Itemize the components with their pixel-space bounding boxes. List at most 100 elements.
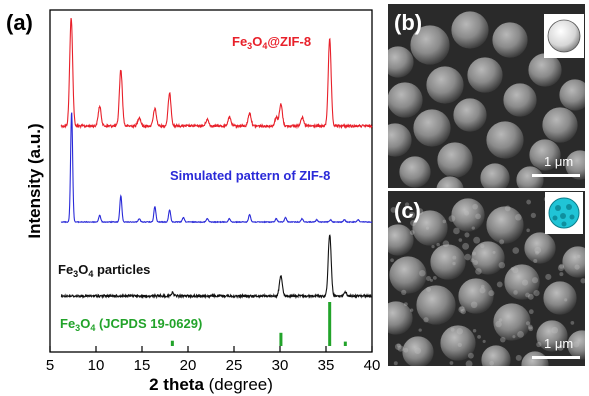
panel-label-a: (a) bbox=[6, 10, 33, 35]
sem-surface-bump bbox=[573, 341, 580, 348]
sem-surface-bump bbox=[530, 212, 536, 218]
x-tick-label: 35 bbox=[318, 357, 335, 374]
sem-particle bbox=[439, 324, 477, 362]
sem-surface-bump bbox=[442, 240, 450, 247]
sem-particle bbox=[485, 205, 525, 245]
sem-surface-bump bbox=[397, 345, 404, 352]
sem-surface-bump bbox=[403, 302, 408, 307]
xrd-traces bbox=[60, 17, 373, 346]
series-label-jcpds: Fe3O4 (JCPDS 19-0629) bbox=[60, 316, 202, 333]
scale-text-b: 1 μm bbox=[544, 154, 573, 169]
sem-particle bbox=[520, 350, 550, 366]
reference-peak-bar bbox=[328, 302, 332, 346]
sem-surface-bump bbox=[557, 264, 565, 272]
sem-surface-bump bbox=[470, 258, 475, 263]
scale-bar-b bbox=[532, 174, 580, 177]
sem-surface-bump bbox=[450, 327, 455, 332]
sem-particle bbox=[527, 52, 563, 88]
sem-particle bbox=[429, 243, 467, 281]
sem-surface-bump bbox=[525, 321, 531, 326]
sem-particle bbox=[450, 197, 486, 233]
sem-surface-bump bbox=[512, 267, 519, 274]
x-axis-title: 2 theta (degree) bbox=[149, 375, 273, 394]
sem-particle bbox=[566, 329, 585, 361]
sem-surface-bump bbox=[394, 343, 402, 351]
fe-particles-sub1: 3 bbox=[73, 269, 78, 279]
sem-surface-bump bbox=[488, 290, 495, 297]
sem-surface-bump bbox=[429, 278, 433, 282]
x-tick-label: 10 bbox=[88, 357, 105, 374]
sem-surface-bump bbox=[390, 258, 394, 263]
sem-particle bbox=[388, 300, 414, 336]
sem-surface-bump bbox=[426, 276, 432, 282]
sem-surface-bump bbox=[393, 361, 398, 366]
sem-surface-bump bbox=[580, 278, 585, 284]
sem-surface-bump bbox=[480, 284, 485, 289]
sem-surface-bump bbox=[403, 347, 409, 353]
x-axis-title-bold: 2 theta bbox=[149, 375, 204, 394]
sem-surface-bump bbox=[525, 292, 530, 298]
sem-surface-bump bbox=[464, 210, 470, 216]
sem-surface-bump bbox=[528, 326, 534, 332]
sem-particle bbox=[503, 263, 541, 301]
sem-particle bbox=[425, 65, 465, 105]
sem-surface-bump bbox=[414, 347, 422, 354]
jcpds-sub2: 4 bbox=[90, 323, 95, 333]
sem-surface-bump bbox=[436, 242, 440, 247]
jcpds-fe: Fe bbox=[60, 316, 75, 331]
x-axis-title-unit: (degree) bbox=[204, 375, 273, 394]
sem-surface-bump bbox=[551, 326, 559, 334]
sem-surface-bump bbox=[536, 341, 542, 348]
sem-surface-bump bbox=[401, 289, 407, 295]
sem-particle bbox=[401, 335, 435, 366]
sem-surface-bump bbox=[426, 286, 432, 292]
sem-particle bbox=[466, 56, 504, 94]
sem-surface-bump bbox=[531, 277, 539, 284]
sem-surface-bump bbox=[416, 208, 424, 215]
smooth-sphere-icon bbox=[547, 19, 581, 53]
sem-surface-bump bbox=[477, 334, 481, 339]
sem-surface-bump bbox=[533, 289, 540, 297]
sem-surface-bump bbox=[504, 205, 511, 212]
sem-particle bbox=[388, 81, 424, 119]
sem-particle bbox=[388, 255, 428, 295]
sem-surface-bump bbox=[442, 219, 447, 224]
sem-particle bbox=[415, 284, 457, 326]
sem-surface-bump bbox=[570, 321, 575, 325]
sem-particle bbox=[502, 82, 538, 118]
x-tick-label: 40 bbox=[364, 357, 381, 374]
sem-particle bbox=[388, 122, 413, 158]
sem-surface-bump bbox=[489, 360, 495, 366]
sem-surface-bump bbox=[410, 219, 417, 227]
sem-surface-bump bbox=[390, 207, 397, 213]
sem-surface-bump bbox=[545, 273, 552, 280]
zif8-cage-icon bbox=[548, 197, 580, 229]
y-axis-title: Intensity (a.u.) bbox=[25, 123, 44, 238]
sem-surface-bump bbox=[559, 263, 564, 269]
sem-surface-bump bbox=[473, 260, 479, 266]
fe-particles-tail: particles bbox=[93, 262, 150, 277]
scale-bar-c bbox=[532, 356, 580, 359]
x-tick-label: 5 bbox=[46, 357, 54, 374]
series-label-fe-zif: Fe3O4@ZIF-8 bbox=[232, 34, 311, 51]
sem-surface-bump bbox=[559, 272, 564, 277]
sem-surface-bump bbox=[457, 342, 462, 348]
sem-surface-bump bbox=[462, 242, 470, 250]
sem-particle bbox=[515, 165, 545, 188]
sem-surface-bump bbox=[464, 253, 472, 261]
reference-peak-bar bbox=[279, 332, 283, 346]
fe-zif-tail: @ZIF-8 bbox=[267, 34, 311, 49]
sem-image-b: (b) 1 μm bbox=[388, 4, 585, 188]
sem-surface-bump bbox=[425, 226, 429, 230]
sem-surface-bump bbox=[526, 228, 530, 233]
sem-surface-bump bbox=[498, 318, 503, 322]
sem-particle bbox=[542, 280, 578, 316]
sem-surface-bump bbox=[458, 238, 463, 242]
fe-zif-sub2: 4 bbox=[262, 41, 267, 51]
sem-particle bbox=[541, 106, 579, 144]
sem-surface-bump bbox=[404, 202, 410, 207]
sem-particle bbox=[388, 45, 415, 79]
sem-surface-bump bbox=[459, 306, 465, 312]
panel-label-b: (b) bbox=[394, 10, 422, 35]
sem-surface-bump bbox=[472, 251, 476, 256]
